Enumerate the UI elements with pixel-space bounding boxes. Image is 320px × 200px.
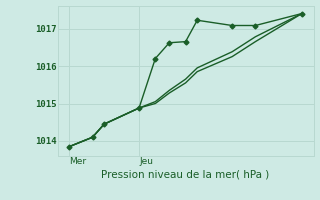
X-axis label: Pression niveau de la mer( hPa ): Pression niveau de la mer( hPa ) bbox=[101, 169, 270, 179]
